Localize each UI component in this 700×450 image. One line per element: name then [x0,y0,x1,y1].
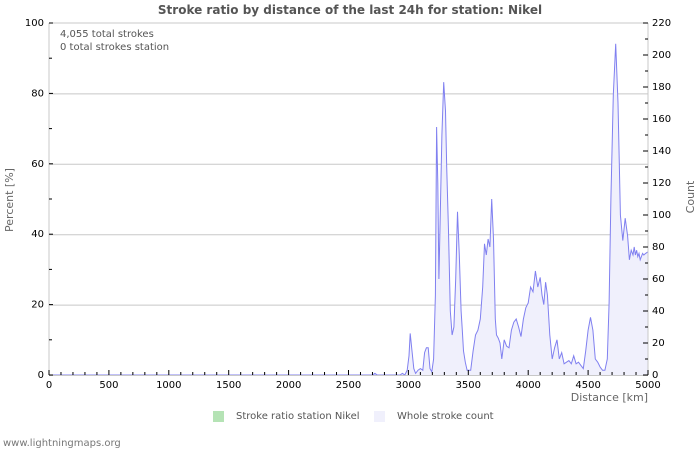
y-tick-label-right: 140 [652,146,671,157]
legend-label-ratio: Stroke ratio station Nikel [236,411,360,422]
y-tick-label-right: 160 [652,114,671,125]
y-tick-label-right: 220 [652,18,671,29]
x-tick-label: 2000 [276,380,301,391]
legend-swatch-ratio [213,411,224,422]
y-axis-title-left: Percent [%] [3,168,16,232]
x-tick-label: 2500 [336,380,361,391]
total-strokes-station-text: 0 total strokes station [60,42,170,53]
x-tick-label: 1500 [216,380,241,391]
y-tick-label-right: 180 [652,82,671,93]
y-tick-label-left: 80 [31,88,44,99]
x-tick-label: 1000 [156,380,181,391]
legend-swatch-count [374,411,385,422]
y-tick-label-right: 80 [652,242,665,253]
x-tick-label: 0 [46,380,52,391]
total-strokes-text: 4,055 total strokes [60,29,154,40]
x-tick-label: 500 [99,380,118,391]
y-tick-label-right: 100 [652,210,671,221]
chart-title: Stroke ratio by distance of the last 24h… [157,3,543,17]
y-tick-label-left: 60 [31,159,44,170]
x-tick-label: 5000 [635,380,660,391]
x-tick-label: 4500 [575,380,600,391]
x-axis-title: Distance [km] [571,391,648,404]
y-tick-label-left: 100 [25,18,44,29]
y-tick-label-right: 0 [652,370,658,381]
y-tick-label-right: 20 [652,338,665,349]
y-tick-label-right: 40 [652,306,665,317]
y-tick-label-right: 200 [652,50,671,61]
legend-label-count: Whole stroke count [397,411,494,422]
y-tick-label-right: 60 [652,274,665,285]
count-line [49,43,649,376]
footer-link[interactable]: www.lightningmaps.org [3,438,121,449]
x-tick-label: 3000 [396,380,421,391]
x-tick-label: 3500 [456,380,481,391]
y-axis-title-right: Count [684,180,697,213]
count-area [49,43,648,376]
y-tick-label-left: 40 [31,229,44,240]
y-tick-label-left: 20 [31,300,44,311]
y-tick-label-left: 0 [38,370,44,381]
y-tick-label-right: 120 [652,178,671,189]
x-tick-label: 4000 [515,380,540,391]
